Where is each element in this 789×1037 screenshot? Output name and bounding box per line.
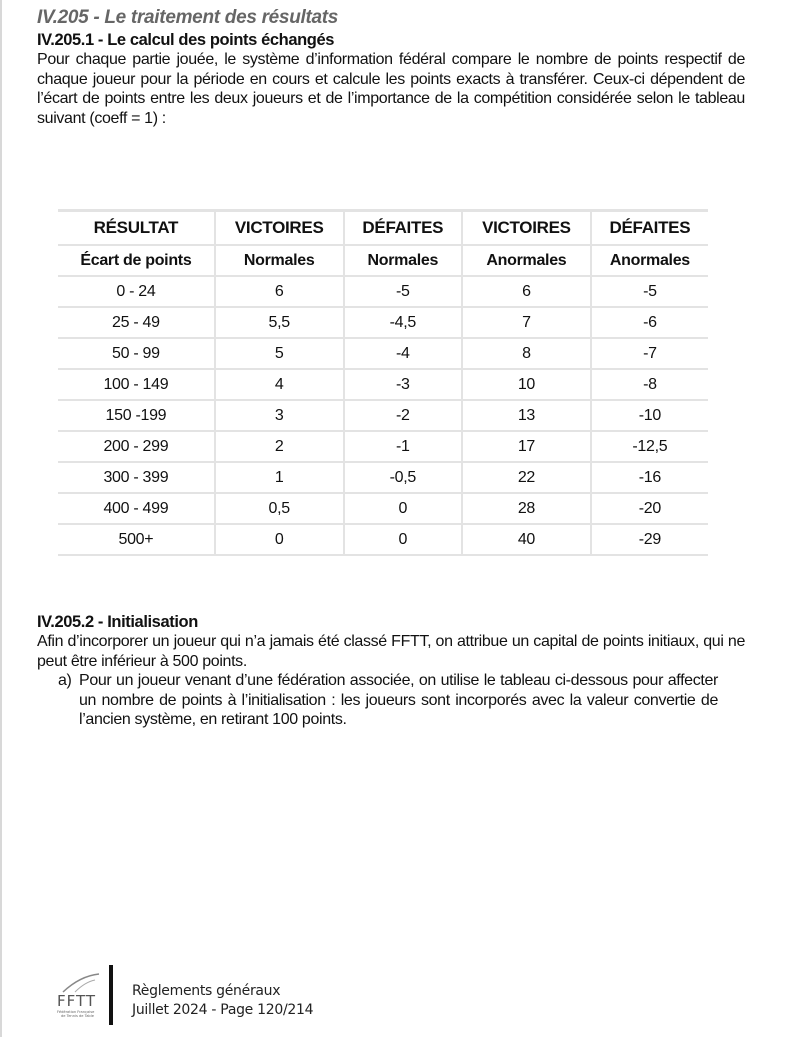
table-row: 50 - 99 5 -4 8 -7 (58, 338, 708, 370)
table-cell: -3 (342, 369, 463, 401)
table-row: 400 - 499 0,5 0 28 -20 (58, 493, 708, 525)
list-text: Pour un joueur venant d’une fédération a… (79, 672, 718, 728)
points-table: RÉSULTAT VICTOIRES DÉFAITES VICTOIRES DÉ… (58, 209, 708, 556)
subsection-title: IV.205.1 - Le calcul des points échangés (37, 31, 335, 49)
table-cell: -4 (342, 338, 463, 370)
table-cell: 1 (213, 462, 344, 494)
table-cell: -10 (589, 400, 708, 432)
header-cell: DÉFAITES (589, 209, 708, 246)
table-cell: 0,5 (213, 493, 344, 525)
table-cell: 200 - 299 (58, 431, 215, 463)
header-cell: DÉFAITES (342, 209, 463, 246)
list-label: a) (58, 672, 72, 689)
table-cell: -1 (342, 431, 463, 463)
table-header-row: RÉSULTAT VICTOIRES DÉFAITES VICTOIRES DÉ… (58, 209, 708, 246)
table-cell: 7 (461, 307, 591, 339)
table-cell: 10 (461, 369, 591, 401)
list-item-a: a) Pour un joueur venant d’une fédératio… (58, 671, 718, 730)
table-cell: 25 - 49 (58, 307, 215, 339)
table-cell: 50 - 99 (58, 338, 215, 370)
table-cell: 300 - 399 (58, 462, 215, 494)
paragraph-text: Pour chaque partie jouée, le système d’i… (37, 51, 745, 127)
table-row: 300 - 399 1 -0,5 22 -16 (58, 462, 708, 494)
subsection-title: IV.205.2 - Initialisation (37, 613, 198, 631)
footer-text: Règlements généraux Juillet 2024 - Page … (132, 982, 314, 1020)
table-row: 100 - 149 4 -3 10 -8 (58, 369, 708, 401)
table-cell: 6 (461, 276, 591, 308)
table-cell: 500+ (58, 524, 215, 556)
table-body: 0 - 24 6 -5 6 -5 25 - 49 5,5 -4,5 7 -6 50 - 99 5 -4 8… (58, 276, 708, 556)
header-cell: Anormales (461, 245, 591, 277)
intro-paragraph: Pour chaque partie jouée, le système d’i… (37, 50, 745, 128)
table-cell: 100 - 149 (58, 369, 215, 401)
table-cell: 0 (342, 524, 463, 556)
footer-divider (109, 965, 113, 1025)
table-cell: -0,5 (342, 462, 463, 494)
table-cell: 8 (461, 338, 591, 370)
fftt-logo: FFTT Fédération Française de Tennis de T… (57, 973, 100, 1018)
table-cell: 4 (213, 369, 344, 401)
table-cell: 5 (213, 338, 344, 370)
header-cell: Anormales (589, 245, 708, 277)
table-cell: 22 (461, 462, 591, 494)
table-cell: 6 (213, 276, 344, 308)
table-cell: 40 (461, 524, 591, 556)
table-cell: -8 (589, 369, 708, 401)
footer-line-2: Juillet 2024 - Page 120/214 (132, 1002, 314, 1018)
table-cell: 13 (461, 400, 591, 432)
footer-line-1: Règlements généraux (132, 983, 281, 999)
table-cell: 17 (461, 431, 591, 463)
table-cell: 0 (213, 524, 344, 556)
table-cell: -12,5 (589, 431, 708, 463)
header-cell: VICTOIRES (461, 209, 591, 246)
table-cell: 2 (213, 431, 344, 463)
header-cell: Normales (342, 245, 463, 277)
table-cell: -7 (589, 338, 708, 370)
section-title: IV.205 - Le traitement des résultats (37, 7, 339, 28)
header-cell: VICTOIRES (213, 209, 344, 246)
table-cell: -2 (342, 400, 463, 432)
table-subheader-row: Écart de points Normales Normales Anorma… (58, 245, 708, 277)
init-paragraph: Afin d’incorporer un joueur qui n’a jama… (37, 632, 745, 671)
table-cell: 400 - 499 (58, 493, 215, 525)
table-cell: -6 (589, 307, 708, 339)
table-cell: 28 (461, 493, 591, 525)
svg-text:Fédération Française: Fédération Française (57, 1010, 95, 1014)
table-cell: -5 (589, 276, 708, 308)
table-row: 150 -199 3 -2 13 -10 (58, 400, 708, 432)
page-edge (0, 0, 2, 1037)
header-cell: RÉSULTAT (58, 209, 215, 246)
table-cell: 5,5 (213, 307, 344, 339)
table-cell: -5 (342, 276, 463, 308)
table-row: 25 - 49 5,5 -4,5 7 -6 (58, 307, 708, 339)
table-cell: -20 (589, 493, 708, 525)
header-cell: Écart de points (58, 245, 215, 277)
svg-text:de Tennis de Table: de Tennis de Table (61, 1014, 95, 1018)
table-cell: 3 (213, 400, 344, 432)
table-cell: 0 (342, 493, 463, 525)
table-cell: 0 - 24 (58, 276, 215, 308)
table-cell: -16 (589, 462, 708, 494)
paragraph-text: Afin d’incorporer un joueur qui n’a jama… (37, 633, 745, 670)
header-cell: Normales (213, 245, 344, 277)
table-row: 500+ 0 0 40 -29 (58, 524, 708, 556)
table-cell: 150 -199 (58, 400, 215, 432)
table-row: 0 - 24 6 -5 6 -5 (58, 276, 708, 308)
svg-text:FFTT: FFTT (57, 992, 96, 1010)
table-cell: -4,5 (342, 307, 463, 339)
table-row: 200 - 299 2 -1 17 -12,5 (58, 431, 708, 463)
table-cell: -29 (589, 524, 708, 556)
